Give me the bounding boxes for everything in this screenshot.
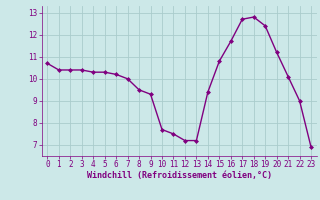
X-axis label: Windchill (Refroidissement éolien,°C): Windchill (Refroidissement éolien,°C) <box>87 171 272 180</box>
